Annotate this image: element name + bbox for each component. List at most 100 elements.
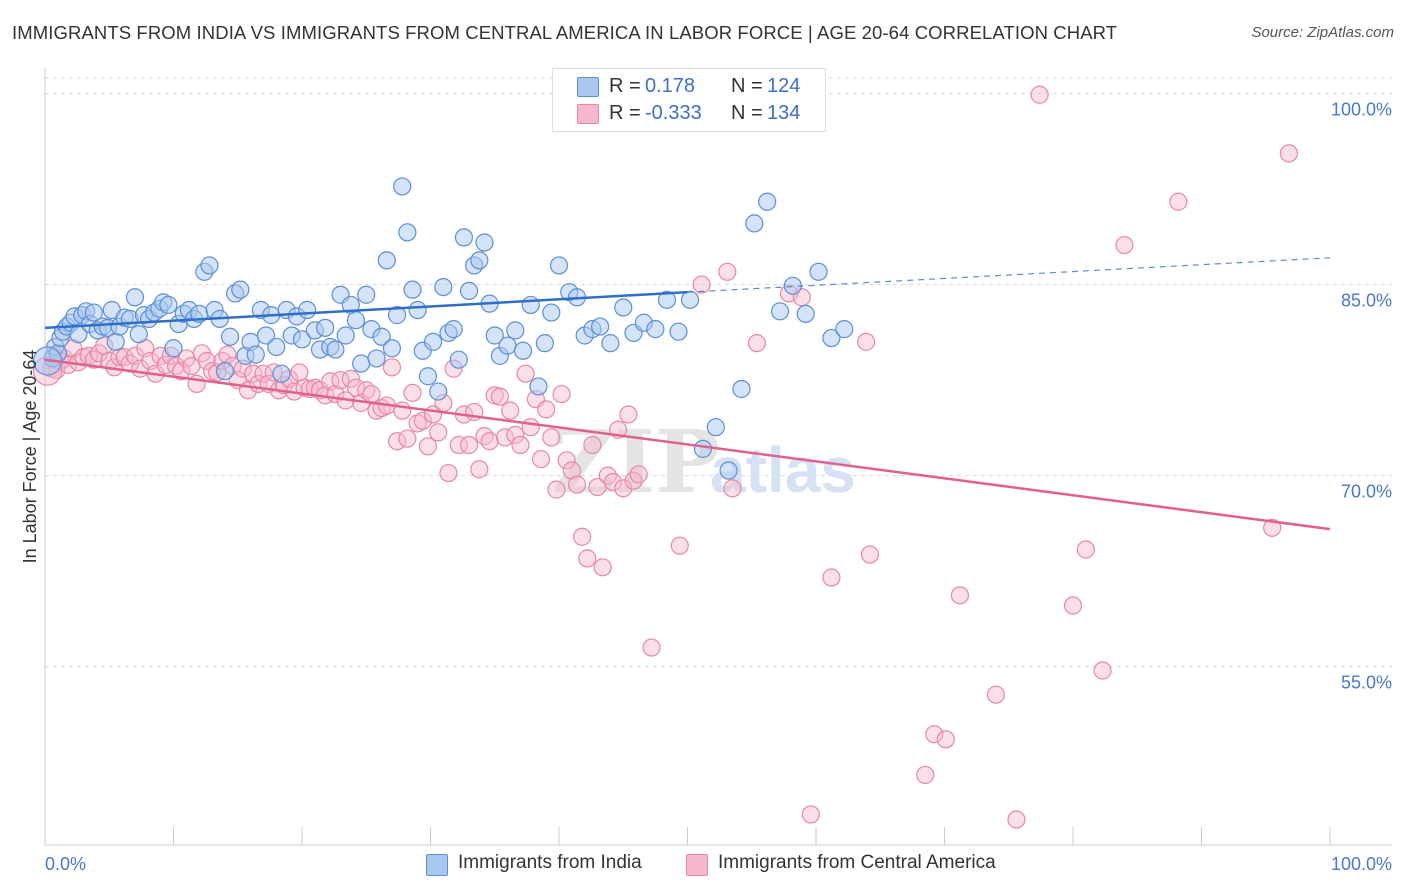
x-tick-label: 100.0% — [1331, 854, 1392, 874]
india-point — [292, 330, 312, 349]
central-america-point — [747, 334, 766, 353]
india-point — [125, 288, 145, 307]
india-point — [246, 345, 265, 364]
central-america-point — [490, 387, 509, 406]
central-america-point — [459, 435, 479, 455]
central-america-point — [398, 429, 417, 448]
india-point — [408, 300, 427, 320]
central-america-point — [822, 568, 841, 587]
source-label: Source: ZipAtlas.com — [1251, 24, 1394, 41]
india-point — [657, 290, 677, 309]
india-point — [382, 339, 402, 358]
india-point — [326, 340, 345, 359]
central-america-point — [439, 463, 458, 483]
central-america-point — [403, 383, 422, 402]
india-point — [680, 290, 700, 309]
india-point — [200, 256, 219, 275]
india-point — [231, 280, 250, 299]
india-point — [298, 300, 317, 320]
central-america-point — [1093, 661, 1112, 680]
central-america-point — [449, 435, 468, 455]
india-point — [796, 304, 815, 323]
india-point — [367, 349, 386, 368]
india-point — [372, 327, 391, 346]
india-point — [745, 214, 764, 233]
watermark-zip: ZIP — [552, 412, 720, 513]
india-point — [693, 439, 713, 458]
central-america-point — [670, 536, 689, 555]
india-point — [706, 418, 725, 437]
central-america-point — [1115, 235, 1134, 255]
central-america-point — [593, 558, 612, 577]
india-point — [444, 320, 463, 339]
central-america-point — [362, 384, 381, 404]
india-point — [770, 302, 790, 321]
india-trend-line — [44, 290, 688, 330]
india-point — [549, 256, 569, 275]
central-america-point — [723, 479, 742, 498]
central-america-swatch — [686, 854, 708, 876]
central-america-point — [603, 472, 623, 492]
india-point — [429, 382, 448, 401]
central-america-point — [1063, 596, 1083, 615]
india-point — [646, 320, 665, 339]
india-point — [529, 377, 548, 396]
central-america-point — [480, 432, 499, 451]
central-america-point — [506, 425, 525, 444]
india-point — [454, 228, 474, 247]
india-point — [377, 251, 396, 270]
central-america-point — [950, 586, 970, 605]
central-america-point — [562, 461, 581, 480]
central-america-point — [860, 545, 880, 564]
central-america-point — [531, 449, 551, 469]
central-america-point — [511, 435, 530, 455]
y-tick-label: 100.0% — [1331, 99, 1392, 119]
india-point — [485, 326, 504, 345]
central-america-point — [1076, 540, 1095, 559]
central-america-point — [501, 401, 520, 420]
india-point — [809, 262, 828, 281]
central-america-point — [578, 549, 597, 568]
central-america-point — [542, 428, 561, 447]
y-axis-label: In Labor Force | Age 20-64 — [20, 350, 40, 564]
central-america-point — [244, 364, 263, 383]
india-point — [256, 326, 276, 345]
stats-legend: R = 0.178 N = 124 R = -0.333 N = 134 — [552, 68, 826, 132]
central-america-point — [413, 411, 432, 430]
india-point — [316, 318, 335, 337]
central-america-point — [547, 480, 566, 499]
y-tick-label: 70.0% — [1341, 482, 1392, 502]
legend-r-label: R = — [609, 75, 641, 97]
central-america-point — [408, 414, 427, 433]
india-point — [403, 280, 422, 299]
india-point — [106, 332, 125, 351]
india-point — [459, 281, 479, 301]
india-point — [352, 354, 371, 373]
central-america-point — [341, 369, 360, 388]
central-america-point — [567, 475, 587, 494]
central-america-point — [552, 384, 571, 404]
central-america-point — [429, 423, 448, 442]
central-america-point — [470, 460, 489, 479]
india-point — [449, 350, 468, 369]
india-point — [346, 311, 366, 330]
bottom-legend-central-america-label: Immigrants from Central America — [718, 852, 996, 873]
india-point — [513, 341, 533, 360]
india-point — [498, 336, 517, 355]
india-point — [272, 364, 291, 383]
central-america-point — [475, 427, 494, 446]
central-america-swatch — [577, 104, 599, 124]
central-america-point — [614, 479, 633, 498]
india-swatch — [577, 77, 599, 97]
trend-lines — [44, 257, 1331, 531]
legend-n-value: 134 — [767, 102, 801, 124]
legend-r-value: 0.178 — [645, 75, 696, 97]
india-point — [719, 461, 738, 480]
india-point — [470, 251, 489, 270]
central-america-point — [166, 356, 186, 376]
india-point — [393, 177, 412, 196]
india-point — [822, 328, 841, 348]
india-point — [418, 367, 438, 386]
